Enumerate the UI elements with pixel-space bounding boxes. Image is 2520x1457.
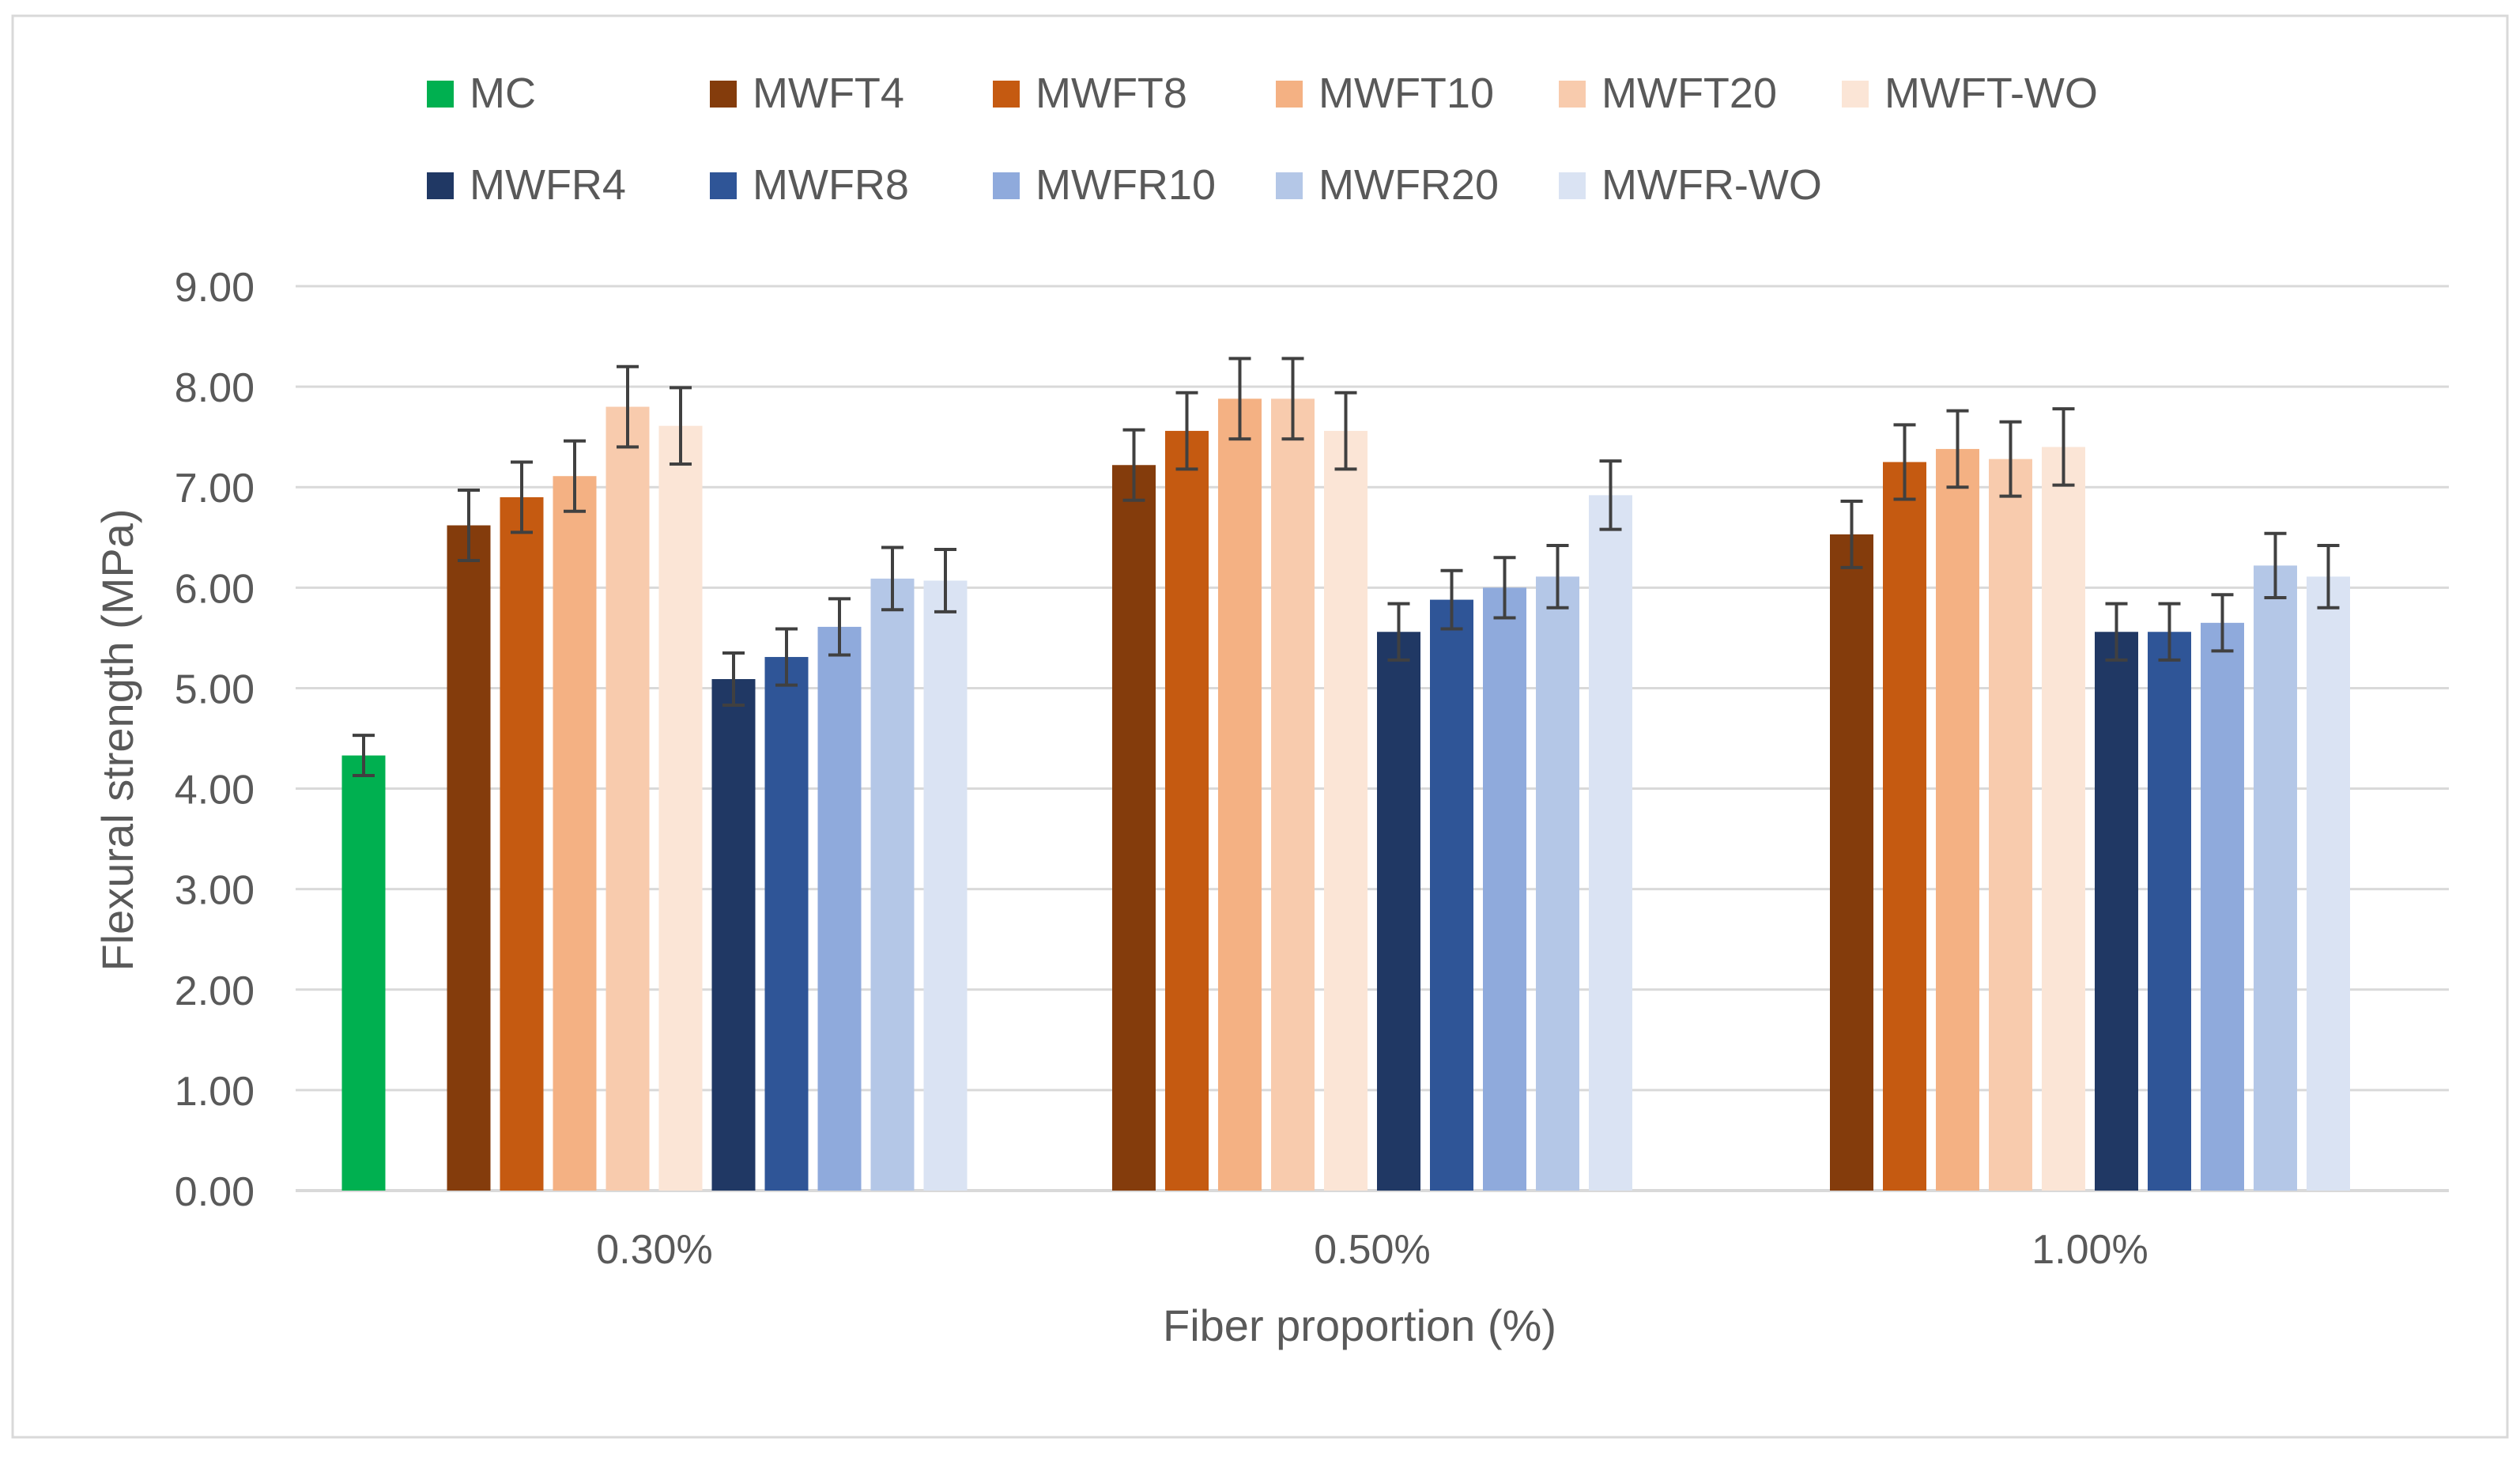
legend-label-mwfr-wo: MWFR-WO <box>1601 161 1822 209</box>
bar-mwft-wo-2 <box>2042 447 2085 1191</box>
x-tick-label: 0.30% <box>596 1227 712 1273</box>
y-tick-label: 1.00 <box>175 1069 255 1115</box>
bar-mwft8-0 <box>500 496 544 1191</box>
bar-mwfr20-1 <box>1536 576 1579 1191</box>
legend-label-mwft4: MWFT4 <box>753 70 904 117</box>
bar-mwfr-wo-2 <box>2307 576 2350 1191</box>
bar-mwfr10-2 <box>2201 622 2244 1191</box>
bars <box>341 398 2350 1191</box>
legend-label-mc: MC <box>470 70 536 117</box>
bar-mwft-wo-1 <box>1324 431 1368 1191</box>
x-axis-ticks: 0.30% 0.50% 1.00% <box>596 1227 2148 1273</box>
legend-swatch-mwfr20 <box>1276 172 1303 199</box>
legend-label-mwfr8: MWFR8 <box>753 161 909 209</box>
legend-label-mwfr10: MWFR10 <box>1036 161 1216 209</box>
bar-mwft-wo-0 <box>658 425 703 1191</box>
legend-label-mwft10: MWFT10 <box>1318 70 1494 117</box>
bar-mwfr4-2 <box>2095 632 2138 1191</box>
legend-swatch-mwfr8 <box>710 172 737 199</box>
legend-swatch-mwft20 <box>1559 81 1586 108</box>
legend: MC MWFT4 MWFT8 MWFT10 MWFT20 MWFT-WO MWFR4 MWFR… <box>427 70 2098 209</box>
x-tick-label: 0.50% <box>1314 1227 1430 1273</box>
y-tick-label: 4.00 <box>175 768 255 813</box>
bar-mwfr20-0 <box>870 578 915 1191</box>
bar-mwfr8-0 <box>764 657 809 1191</box>
bar-mwfr10-1 <box>1483 587 1526 1191</box>
legend-label-mwfr20: MWFR20 <box>1318 161 1499 209</box>
bar-mwft8-2 <box>1883 462 1926 1191</box>
bar-mwft20-0 <box>605 406 650 1191</box>
bar-mc-0 <box>341 755 386 1191</box>
bar-mwft10-0 <box>553 476 597 1191</box>
bar-mwft10-2 <box>1936 448 1979 1191</box>
legend-swatch-mwfr-wo <box>1559 172 1586 199</box>
legend-swatch-mwft8 <box>993 81 1020 108</box>
bar-mwfr4-1 <box>1377 632 1420 1191</box>
legend-swatch-mwfr10 <box>993 172 1020 199</box>
legend-label-mwft-wo: MWFT-WO <box>1884 70 2098 117</box>
legend-swatch-mwft-wo <box>1842 81 1869 108</box>
error-bars <box>353 357 2340 778</box>
legend-swatch-mwft10 <box>1276 81 1303 108</box>
bar-mwft4-2 <box>1830 534 1873 1191</box>
y-tick-label: 2.00 <box>175 968 255 1014</box>
bar-mwft4-0 <box>447 525 491 1191</box>
y-tick-label: 7.00 <box>175 466 255 511</box>
legend-swatch-mwfr4 <box>427 172 454 199</box>
x-tick-label: 1.00% <box>2031 1227 2148 1273</box>
y-tick-label: 6.00 <box>175 566 255 612</box>
y-tick-label: 8.00 <box>175 365 255 411</box>
legend-swatch-mwft4 <box>710 81 737 108</box>
y-tick-label: 5.00 <box>175 666 255 712</box>
bar-mwft10-1 <box>1218 398 1262 1191</box>
bar-mwft20-1 <box>1271 398 1315 1191</box>
y-tick-label: 3.00 <box>175 868 255 914</box>
gridlines <box>296 285 2449 1192</box>
bar-mwft20-2 <box>1989 459 2032 1191</box>
bar-mwfr8-1 <box>1430 599 1473 1191</box>
legend-label-mwft20: MWFT20 <box>1601 70 1777 117</box>
bar-mwft8-1 <box>1165 431 1209 1191</box>
bar-mwfr8-2 <box>2148 632 2191 1191</box>
y-tick-label: 9.00 <box>175 265 255 311</box>
bar-mwfr-wo-1 <box>1589 495 1632 1191</box>
bar-mwfr-wo-0 <box>923 580 968 1191</box>
y-axis-ticks: 0.00 1.00 2.00 3.00 4.00 5.00 6.00 7.00 8.00 9.00 <box>175 265 255 1215</box>
y-axis-label: Flexural strength (MPa) <box>92 508 142 971</box>
bar-mwfr4-0 <box>711 679 756 1191</box>
legend-label-mwft8: MWFT8 <box>1036 70 1187 117</box>
legend-label-mwfr4: MWFR4 <box>470 161 626 209</box>
bar-mwft4-1 <box>1112 465 1156 1191</box>
bar-mwfr20-2 <box>2254 565 2297 1191</box>
x-axis-label: Fiber proportion (%) <box>1163 1300 1556 1350</box>
y-tick-label: 0.00 <box>175 1169 255 1215</box>
legend-swatch-mc <box>427 81 454 108</box>
bar-mwfr10-0 <box>817 626 862 1191</box>
